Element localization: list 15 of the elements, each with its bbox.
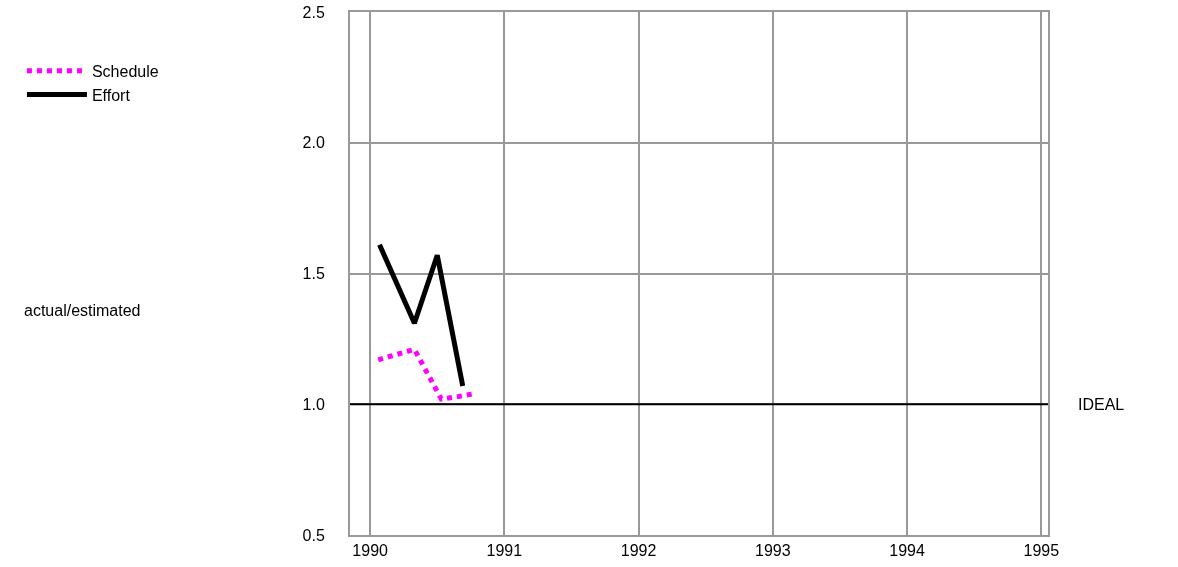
y-tick-label: 1.0	[302, 395, 325, 413]
x-tick-label: 1991	[486, 542, 523, 560]
x-tick-label: 1990	[352, 542, 389, 560]
ref-line-label: IDEAL	[1078, 396, 1125, 413]
x-tick-label: 1993	[755, 542, 791, 560]
y-tick-label: 2.5	[302, 3, 325, 21]
y-tick-label: 0.5	[302, 526, 325, 544]
y-tick-label: 2.0	[302, 134, 325, 152]
text: actual/estimated	[24, 302, 141, 319]
x-tick-label: 1995	[1023, 542, 1060, 560]
x-tick-label: 1992	[620, 542, 657, 560]
y-tick-label: 1.5	[302, 265, 325, 283]
x-tick-label: 1994	[889, 542, 925, 560]
legend-label: Schedule	[91, 62, 159, 80]
legend-label: Effort	[91, 86, 131, 104]
